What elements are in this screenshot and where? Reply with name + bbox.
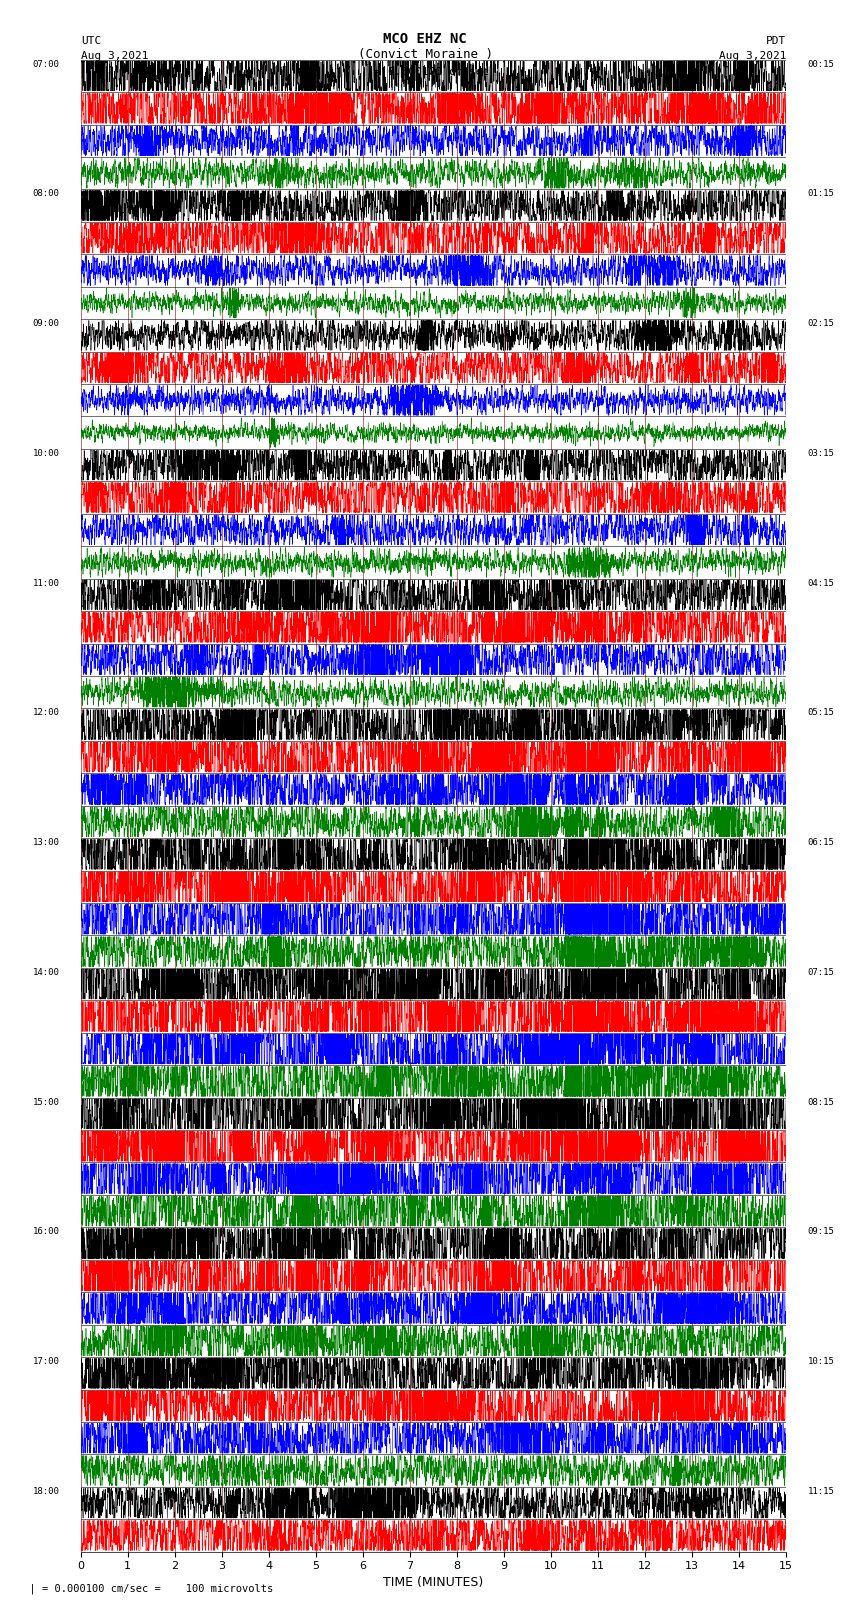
Text: 02:15: 02:15 <box>808 319 835 327</box>
Text: 06:15: 06:15 <box>808 839 835 847</box>
Text: 15:00: 15:00 <box>32 1097 60 1107</box>
Text: 10:15: 10:15 <box>808 1357 835 1366</box>
Text: 12:00: 12:00 <box>32 708 60 718</box>
Text: 08:00: 08:00 <box>32 189 60 198</box>
Text: UTC: UTC <box>81 35 101 45</box>
Text: 09:00: 09:00 <box>32 319 60 327</box>
Text: Aug 3,2021: Aug 3,2021 <box>81 52 148 61</box>
Text: 00:15: 00:15 <box>808 60 835 69</box>
Text: 09:15: 09:15 <box>808 1227 835 1236</box>
Text: 13:00: 13:00 <box>32 839 60 847</box>
Text: 10:00: 10:00 <box>32 448 60 458</box>
Text: | = 0.000100 cm/sec =    100 microvolts: | = 0.000100 cm/sec = 100 microvolts <box>17 1582 273 1594</box>
Text: 04:15: 04:15 <box>808 579 835 587</box>
Text: PDT: PDT <box>766 35 786 45</box>
Text: 05:15: 05:15 <box>808 708 835 718</box>
Text: Aug 3,2021: Aug 3,2021 <box>719 52 786 61</box>
Text: 11:15: 11:15 <box>808 1487 835 1495</box>
Text: 07:00: 07:00 <box>32 60 60 69</box>
Text: | = 0.000100 cm/sec: | = 0.000100 cm/sec <box>361 66 489 77</box>
Text: 17:00: 17:00 <box>32 1357 60 1366</box>
Text: 18:00: 18:00 <box>32 1487 60 1495</box>
X-axis label: TIME (MINUTES): TIME (MINUTES) <box>383 1576 484 1589</box>
Text: 03:15: 03:15 <box>808 448 835 458</box>
Text: 11:00: 11:00 <box>32 579 60 587</box>
Text: (Convict Moraine ): (Convict Moraine ) <box>358 48 492 61</box>
Text: 01:15: 01:15 <box>808 189 835 198</box>
Text: 16:00: 16:00 <box>32 1227 60 1236</box>
Text: 07:15: 07:15 <box>808 968 835 977</box>
Text: 08:15: 08:15 <box>808 1097 835 1107</box>
Text: MCO EHZ NC: MCO EHZ NC <box>383 32 467 45</box>
Text: 14:00: 14:00 <box>32 968 60 977</box>
